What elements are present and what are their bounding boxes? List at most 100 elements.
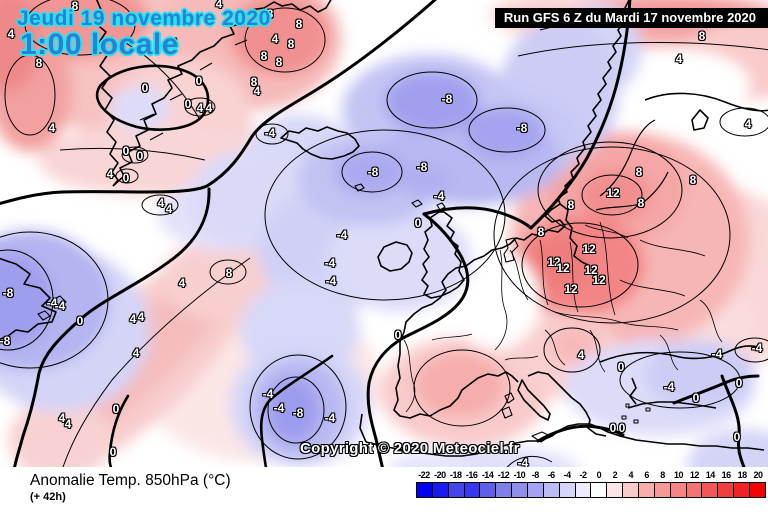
contour-label: -4 xyxy=(324,411,336,425)
color-scale-cell xyxy=(575,483,592,497)
contour-label: 8 xyxy=(698,29,706,43)
contour-label: 12 xyxy=(592,273,606,287)
contour-label: 0 xyxy=(617,360,625,374)
contour-label: 4 xyxy=(157,196,165,210)
zero-contours xyxy=(0,0,760,467)
contour-label: 4 xyxy=(178,276,186,290)
color-scale: -22 -20 -18 -16 -14 -12 -10 -8 -6 -4 -2 0 2 4 6 8 10 12 14… xyxy=(416,470,766,498)
contour-label: 4 xyxy=(170,36,178,50)
contour-label: 0 xyxy=(122,171,130,185)
contour-label: 12 xyxy=(564,282,578,296)
color-scale-cell xyxy=(734,483,751,497)
contour-label: 8 xyxy=(266,7,274,21)
contour-label: -4 xyxy=(663,380,675,394)
contour-label: -4 xyxy=(324,256,336,270)
run-label: Run GFS 6 Z du Mardi 17 novembre 2020 xyxy=(494,8,768,28)
color-scale-tick: 10 xyxy=(673,470,684,480)
color-scale-tick: 8 xyxy=(660,470,665,480)
contour-label: -4 xyxy=(262,387,274,401)
contour-label: 0 xyxy=(609,421,617,435)
color-scale-tick: 14 xyxy=(705,470,716,480)
contour-label: 8 xyxy=(71,0,79,13)
contour-label: 0 xyxy=(112,402,120,416)
color-scale-cell xyxy=(464,483,481,497)
contour-label: 0 xyxy=(141,81,149,95)
contour-label: 4 xyxy=(675,52,683,66)
color-scale-tick: 16 xyxy=(721,470,732,480)
valid-time-label: 1:00 locale xyxy=(20,28,179,61)
color-scale-tick: 4 xyxy=(628,470,633,480)
coastlines xyxy=(0,0,768,457)
contour-label: 8 xyxy=(635,165,643,179)
contour-label: 4 xyxy=(253,84,261,98)
contour-label: 8 xyxy=(537,225,545,239)
color-scale-cell xyxy=(639,483,655,497)
contour-label: -4 xyxy=(711,347,723,361)
color-scale-tick: 0 xyxy=(596,470,602,480)
legend-bar: Anomalie Temp. 850hPa (°C) (+ 42h) -22 -2… xyxy=(0,467,768,512)
color-scale-tick: -14 xyxy=(481,470,494,480)
map-area: 8 4 4 8 8 4 8 8 8 8 4 4 8 4 4 0 0 0 4 4 0 0 0 4 4 0 4 8 4 4 4 4 4 0 0 -8 -8-… xyxy=(0,0,768,467)
contour-label: 0 xyxy=(195,74,203,88)
contour-label: 0 xyxy=(122,144,130,158)
color-scale-cell xyxy=(607,483,624,497)
color-scale-cell xyxy=(512,483,529,497)
contour-label: 8 xyxy=(275,55,283,69)
color-scale-cell xyxy=(417,483,433,497)
color-scale-tick: 12 xyxy=(689,470,700,480)
contour-label: 4 xyxy=(744,117,752,131)
contour-label: 12 xyxy=(584,263,598,277)
color-scale-cell xyxy=(591,483,608,497)
color-scale-ticks: -22 -20 -18 -16 -14 -12 -10 -8 -6 -4 -2 0 2 4 6 8 10 12 14… xyxy=(416,470,766,480)
contour-label: 0 xyxy=(735,376,743,390)
contour-label: -4 xyxy=(517,456,529,467)
color-scale-cell xyxy=(623,483,640,497)
color-scale-cell xyxy=(670,483,687,497)
contour-label: 4 xyxy=(577,348,585,362)
contour-label: 8 xyxy=(567,198,575,212)
color-scale-tick: -22 xyxy=(418,470,430,480)
anomaly-map xyxy=(0,0,768,467)
contour-label: -8 xyxy=(0,334,11,348)
contour-label: 0 xyxy=(692,391,700,405)
contour-label: -4 xyxy=(433,189,445,203)
color-scale-cell xyxy=(686,483,703,497)
color-scale-tick: 20 xyxy=(753,470,763,480)
contour-label: -4 xyxy=(46,296,58,310)
contour-label: -8 xyxy=(367,165,379,179)
contour-label: 4 xyxy=(48,121,56,135)
color-scale-cell xyxy=(432,483,449,497)
contour-label: 4 xyxy=(7,27,15,41)
contour-label: -4 xyxy=(336,228,348,242)
contour-label: 8 xyxy=(689,173,697,187)
color-scale-tick: -18 xyxy=(450,470,462,480)
contour-label: 4 xyxy=(215,0,223,11)
contour-label: -4 xyxy=(325,274,337,288)
color-scale-cell xyxy=(750,483,765,497)
contour-label: 4 xyxy=(64,417,72,431)
contour-label: 4 xyxy=(132,346,140,360)
contour-label: -8 xyxy=(292,406,304,420)
contour-label: -8 xyxy=(516,121,528,135)
color-scale-cell xyxy=(448,483,465,497)
color-scale-tick: 6 xyxy=(644,470,649,480)
color-scale-cell xyxy=(543,483,560,497)
contour-label: -4 xyxy=(54,299,66,313)
color-scale-tick: -20 xyxy=(434,470,446,480)
contour-label: 4 xyxy=(129,312,137,326)
contour-label: -8 xyxy=(441,92,453,106)
color-scale-cell xyxy=(718,483,735,497)
color-scale-cell xyxy=(480,483,497,497)
contour-label: 4 xyxy=(165,202,173,216)
color-scale-cell xyxy=(702,483,719,497)
contour-label: 0 xyxy=(394,328,402,342)
color-scale-cell xyxy=(654,483,671,497)
contour-label: 0 xyxy=(136,149,144,163)
anomaly-field xyxy=(0,0,768,467)
contour-label: 12 xyxy=(556,261,570,275)
color-scale-cell xyxy=(496,483,513,497)
color-scale-cells xyxy=(416,482,766,498)
color-scale-tick: -8 xyxy=(531,470,540,480)
contour-label: 0 xyxy=(109,445,117,459)
